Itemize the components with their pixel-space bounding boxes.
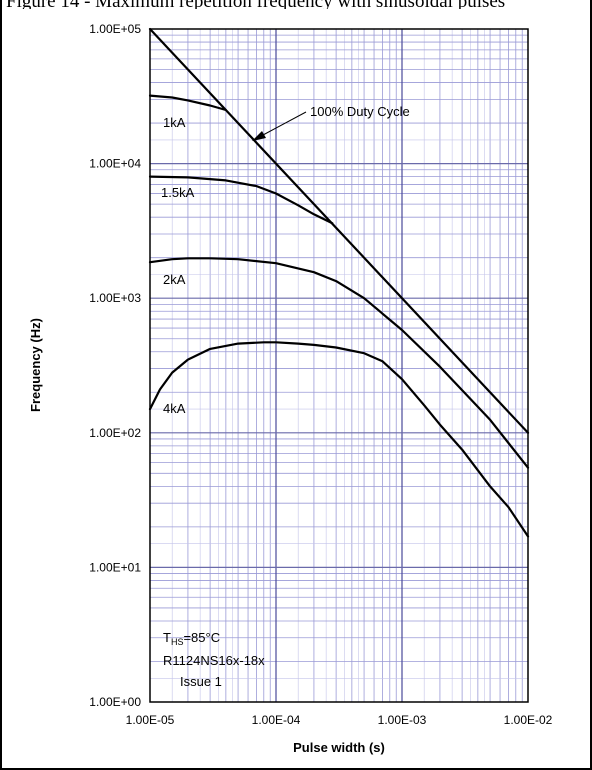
y-axis-label: Frequency (Hz) xyxy=(28,318,43,412)
x-axis-label: Pulse width (s) xyxy=(293,740,385,755)
series-4ka xyxy=(148,341,530,538)
y-tick-label: 1.00E+01 xyxy=(89,560,141,574)
y-tick-label: 1.00E+04 xyxy=(89,157,141,171)
series-duty-cycle xyxy=(148,27,530,434)
series-2ka xyxy=(148,257,530,469)
y-tick-labels: 1.00E+00 1.00E+01 1.00E+02 1.00E+03 1.00E+04… xyxy=(89,22,141,709)
series-1ka xyxy=(148,94,227,112)
x-tick-label: 1.00E-05 xyxy=(126,713,175,727)
y-tick-label: 1.00E+02 xyxy=(89,426,141,440)
y-tick-label: 1.00E+05 xyxy=(89,22,141,36)
y-tick-label: 1.00E+03 xyxy=(89,291,141,305)
label-4ka: 4kA xyxy=(163,401,186,416)
y-tick-label: 1.00E+00 xyxy=(89,695,141,709)
label-2ka: 2kA xyxy=(163,272,186,287)
duty-cycle-arrow-head xyxy=(252,131,266,141)
grid-minor xyxy=(150,29,528,702)
issue-note: Issue 1 xyxy=(180,674,222,689)
grid-major xyxy=(150,29,528,702)
duty-cycle-arrow-line xyxy=(262,111,307,136)
duty-cycle-annotation: 100% Duty Cycle xyxy=(310,104,410,119)
x-tick-label: 1.00E-02 xyxy=(504,713,553,727)
label-1ka: 1kA xyxy=(163,115,186,130)
part-number-note: R1124NS16x-18x xyxy=(163,653,265,668)
figure-caption: Figure 14 - Maximum repetition frequency… xyxy=(6,0,586,9)
plot-border xyxy=(149,28,529,703)
series-layer xyxy=(148,27,530,538)
x-tick-labels: 1.00E-05 1.00E-04 1.00E-03 1.00E-02 xyxy=(126,713,553,727)
temperature-note: THS=85°C xyxy=(163,630,220,647)
x-tick-label: 1.00E-03 xyxy=(378,713,427,727)
x-tick-label: 1.00E-04 xyxy=(252,713,301,727)
series-1-5ka xyxy=(148,175,334,225)
label-1-5ka: 1.5kA xyxy=(161,185,195,200)
